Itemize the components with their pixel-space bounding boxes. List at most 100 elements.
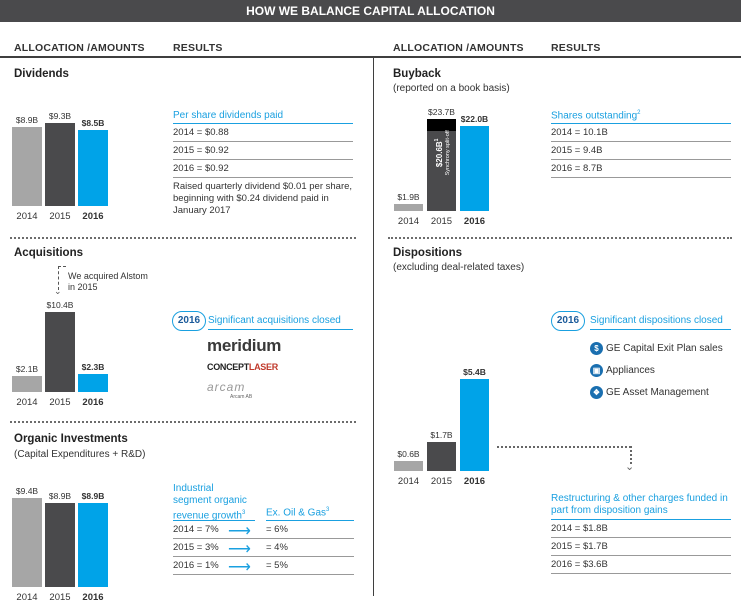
header-rule: [0, 56, 741, 58]
buyback-subtitle: (reported on a book basis): [393, 83, 510, 94]
bar-2016: [460, 125, 489, 211]
data-label: $10.4B: [46, 300, 74, 310]
dividends-note: Raised quarterly dividend $0.01 per shar…: [173, 181, 353, 216]
data-label: $0.6B: [397, 448, 420, 459]
segment-value: $20.6B1: [434, 138, 444, 168]
title-line: revenue growth3: [173, 507, 247, 522]
bar-2014: [394, 460, 423, 471]
acquisitions-result-rule: [208, 329, 353, 330]
footnote-marker: 3: [241, 510, 246, 516]
row-divider: [173, 574, 354, 575]
segment-note: Synchrony split-off: [444, 130, 451, 176]
title-line-text: revenue growth: [173, 510, 242, 522]
logo-part: CONCEPT: [207, 362, 249, 372]
buyback-result-title: Shares outstanding2: [551, 110, 641, 121]
footnote-marker: 1: [434, 138, 441, 142]
disposition-item: GE Capital Exit Plan sales: [606, 343, 723, 354]
conceptlaser-logo: CONCEPTLASER: [207, 362, 278, 372]
buyback-result-rule: [551, 123, 731, 124]
annotation-leader: [58, 266, 66, 267]
x-tick-label: 2015: [49, 211, 71, 222]
x-tick-label: 2015: [430, 216, 453, 227]
dispositions-result-title: Significant dispositions closed: [590, 315, 723, 326]
bar-2015: [427, 442, 456, 471]
dispositions-result-rule: [590, 329, 731, 330]
data-label: $2.1B: [15, 363, 39, 374]
data-label: $23.7B: [428, 107, 455, 117]
col-header-allocation: ALLOCATION /AMOUNTS: [14, 42, 145, 54]
x-tick-label: 2014: [397, 216, 420, 227]
section-separator: [10, 237, 356, 239]
footnote-marker: 3: [326, 507, 330, 513]
dispositions-subtitle: (excluding deal-related taxes): [393, 262, 525, 273]
data-label: $8.5B: [81, 118, 105, 129]
bar-2015: [45, 123, 75, 206]
data-label: $1.9B: [397, 191, 420, 202]
data-label: $9.4B: [15, 486, 39, 496]
row-divider: [551, 573, 731, 574]
bar-2016: [78, 374, 108, 392]
x-tick-label: 2015: [49, 592, 71, 603]
organic-result-title: Industrial segment organic revenue growt…: [173, 483, 247, 522]
bar-2016: [78, 502, 108, 587]
x-tick-label: 2016: [82, 397, 104, 408]
year-badge: 2016: [172, 311, 206, 331]
restructuring-title: Restructuring & other charges funded in …: [551, 493, 728, 516]
growth-row-ex: = 6%: [266, 524, 288, 535]
acquisitions-annotation: We acquired Alstom in 2015: [68, 271, 148, 292]
title-line: Industrial: [173, 483, 214, 494]
disposition-item: Appliances: [606, 365, 655, 376]
data-label: $8.9B: [48, 490, 72, 501]
logo-part: LASER: [248, 362, 278, 372]
year-badge: 2016: [551, 311, 585, 331]
bar-2014: [12, 498, 42, 587]
dividends-result-title: Per share dividends paid: [173, 110, 284, 121]
meridium-logo: meridium: [207, 336, 282, 355]
bar-segment-synchrony: $20.6B1 Synchrony split-off: [427, 130, 456, 211]
row-divider: [173, 159, 353, 160]
annotation-leader: [58, 266, 59, 290]
arrow-right-icon: ⟶: [228, 559, 251, 576]
growth-row-ex: = 5%: [266, 560, 288, 571]
buyback-row: 2016 = 8.7B: [551, 163, 603, 174]
bar-2014: [12, 375, 42, 392]
arrow-right-icon: ⟶: [228, 523, 251, 540]
col-header-results-right: RESULTS: [551, 42, 601, 54]
x-tick-label: 2015: [430, 476, 453, 487]
arcam-logo-caption: Arcam AB: [230, 394, 253, 400]
dividends-row: 2016 = $0.92: [173, 163, 229, 174]
row-divider: [551, 555, 731, 556]
dividends-result-rule: [173, 123, 353, 124]
ge-logo-icon: ❖: [590, 386, 603, 399]
section-separator: [10, 421, 356, 423]
data-label: $1.7B: [430, 430, 453, 441]
acquisitions-title: Acquisitions: [14, 247, 84, 259]
x-tick-label: 2014: [16, 211, 38, 222]
x-tick-label: 2016: [463, 476, 486, 487]
buyback-row: 2015 = 9.4B: [551, 145, 603, 156]
column-divider: [373, 56, 374, 596]
data-label: $9.3B: [48, 111, 72, 121]
growth-row: 2016 = 1%: [173, 560, 219, 571]
col-header-results: RESULTS: [173, 42, 223, 54]
bar-segment-label: $20.6B1 Synchrony split-off: [433, 123, 453, 183]
arcam-logo: arcam: [207, 380, 246, 394]
data-label: $2.3B: [81, 362, 105, 373]
organic-title: Organic Investments: [14, 433, 128, 445]
page-title: HOW WE BALANCE CAPITAL ALLOCATION: [0, 0, 741, 22]
bar-2015: [45, 502, 75, 587]
data-label: $8.9B: [81, 490, 105, 501]
row-divider: [551, 537, 731, 538]
dividends-row: 2014 = $0.88: [173, 127, 229, 138]
buyback-title: Buyback: [393, 68, 441, 80]
arrow-right-icon: ⟶: [228, 541, 251, 558]
x-tick-label: 2014: [16, 592, 38, 603]
bar-2014: [12, 126, 42, 206]
flow-connector: [630, 446, 632, 464]
buyback-result-title-text: Shares outstanding: [551, 110, 638, 122]
col-header-allocation-right: ALLOCATION /AMOUNTS: [393, 42, 524, 54]
data-label: $5.4B: [463, 367, 486, 377]
row-divider: [551, 141, 731, 142]
x-tick-label: 2015: [49, 397, 71, 408]
x-tick-label: 2016: [82, 592, 104, 603]
